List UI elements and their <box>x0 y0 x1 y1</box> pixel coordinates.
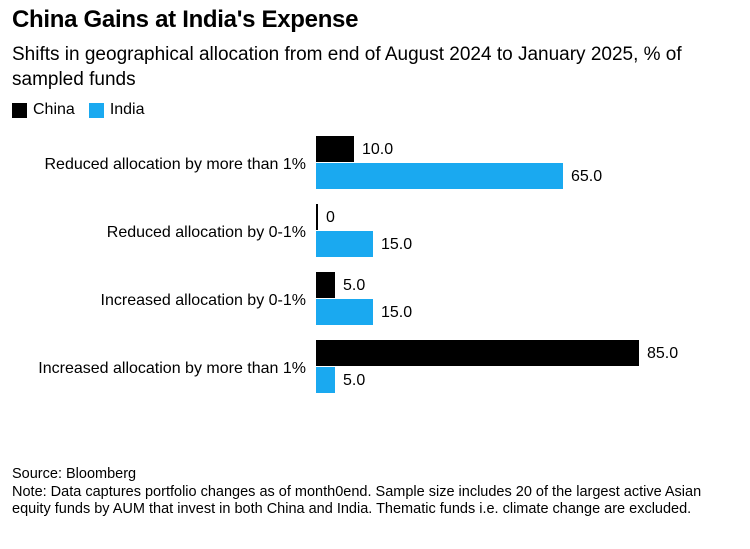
data-label-china: 10.0 <box>362 141 393 158</box>
bar-india <box>316 299 373 325</box>
legend-item-india: India <box>88 101 145 119</box>
legend-item-china: China <box>12 101 75 119</box>
legend: China India <box>12 101 159 119</box>
chart-subtitle: Shifts in geographical allocation from e… <box>12 44 682 90</box>
category-label: Reduced allocation by more than 1% <box>45 156 307 173</box>
data-label-india: 15.0 <box>381 236 412 253</box>
footnote: Note: Data captures portfolio changes as… <box>12 483 702 518</box>
bar-india <box>316 163 563 189</box>
data-label-china: 0 <box>326 209 335 226</box>
bar-india <box>316 367 335 393</box>
bar-china <box>316 272 335 298</box>
bar-china <box>316 204 318 230</box>
category-label: Increased allocation by more than 1% <box>38 360 306 377</box>
legend-label-china: China <box>33 101 75 118</box>
bar-chart: Reduced allocation by more than 1% 10.0 65… <box>38 136 678 393</box>
data-label-india: 5.0 <box>343 372 365 389</box>
legend-swatch-india <box>88 102 104 118</box>
chart-title: China Gains at India's Expense <box>12 6 359 33</box>
data-label-china: 85.0 <box>647 345 678 362</box>
bar-china <box>316 340 639 366</box>
data-label-china: 5.0 <box>343 277 365 294</box>
legend-label-india: India <box>109 101 145 118</box>
bar-china <box>316 136 354 162</box>
bar-india <box>316 231 373 257</box>
source-note: Source: Bloomberg <box>12 466 137 482</box>
category-label: Increased allocation by 0-1% <box>101 292 306 309</box>
legend-swatch-china <box>12 102 27 118</box>
data-label-india: 65.0 <box>571 168 602 185</box>
data-label-india: 15.0 <box>381 304 412 321</box>
footer: Source: Bloomberg Note: Data captures po… <box>12 466 740 519</box>
category-label: Reduced allocation by 0-1% <box>107 224 306 241</box>
